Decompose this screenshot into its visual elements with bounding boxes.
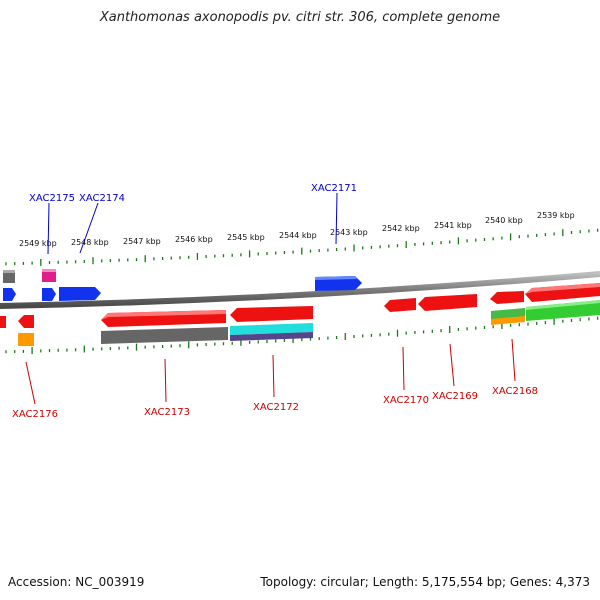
- reverse-gene-labels: XAC2176 XAC2173 XAC2172 XAC2170 XAC2169 …: [12, 386, 538, 420]
- scale-label-2540: 2540 kbp: [485, 216, 523, 225]
- reverse-label-leaders: [25, 338, 516, 405]
- scale-label-2546: 2546 kbp: [175, 235, 213, 244]
- gene-arrow: [42, 288, 56, 301]
- gene-arrow: [315, 276, 362, 291]
- gene-label-xac2175: XAC2175: [29, 193, 75, 204]
- scale-label-2542: 2542 kbp: [382, 224, 420, 233]
- scale-label-2548: 2548 kbp: [71, 238, 109, 247]
- lower-scale-ring: [5, 316, 599, 355]
- gene-label-xac2172: XAC2172: [253, 402, 299, 413]
- scale-labels: 2549 kbp 2548 kbp 2547 kbp 2546 kbp 2545…: [19, 211, 575, 248]
- genome-backbone: [0, 271, 600, 309]
- forward-label-leaders: [47, 192, 338, 255]
- accession-text: Accession: NC_003919: [8, 575, 145, 589]
- map-title: Xanthomonas axonopodis pv. citri str. 30…: [99, 10, 501, 25]
- gene-label-xac2170: XAC2170: [383, 395, 429, 406]
- gene-arrow: [59, 287, 101, 301]
- gene-arrow: [230, 306, 313, 322]
- gene-arrow: [315, 276, 357, 280]
- gene-arrow: [490, 291, 524, 304]
- scale-label-2547: 2547 kbp: [123, 237, 161, 246]
- gene-box: [101, 327, 228, 344]
- scale-label-2549: 2549 kbp: [19, 239, 57, 248]
- forward-gene-labels: XAC2175 XAC2174 XAC2171: [29, 183, 357, 204]
- gene-box: [42, 269, 56, 282]
- gene-arrow: [0, 316, 6, 328]
- gene-box: [230, 332, 313, 341]
- gene-box: [230, 323, 313, 335]
- gene-label-xac2176: XAC2176: [12, 409, 58, 420]
- gene-label-xac2171: XAC2171: [311, 183, 357, 194]
- gene-label-xac2169: XAC2169: [432, 391, 478, 402]
- forward-genes: [3, 269, 362, 301]
- gene-label-xac2173: XAC2173: [144, 407, 190, 418]
- gene-box: [491, 316, 525, 325]
- gene-arrow: [384, 298, 416, 312]
- scale-label-2541: 2541 kbp: [434, 221, 472, 230]
- genome-summary-text: Topology: circular; Length: 5,175,554 bp…: [260, 575, 590, 589]
- gene-label-xac2174: XAC2174: [79, 193, 125, 204]
- scale-label-2543: 2543 kbp: [330, 228, 368, 237]
- scale-label-2539: 2539 kbp: [537, 211, 575, 220]
- gene-box: [42, 269, 56, 272]
- gene-label-xac2168: XAC2168: [492, 386, 538, 397]
- gene-arrow: [101, 310, 226, 320]
- gene-box: [526, 300, 600, 310]
- gene-box: [3, 270, 15, 273]
- scale-label-2545: 2545 kbp: [227, 233, 265, 242]
- scale-label-2544: 2544 kbp: [279, 231, 317, 240]
- upper-scale-ring: [5, 228, 599, 266]
- gene-box: [18, 333, 34, 346]
- gene-box: [3, 270, 15, 283]
- reverse-genes: [0, 283, 600, 346]
- gene-arrow: [525, 283, 600, 294]
- gene-arrow: [3, 288, 16, 301]
- gene-arrow: [418, 294, 477, 311]
- gene-arrow: [18, 315, 34, 328]
